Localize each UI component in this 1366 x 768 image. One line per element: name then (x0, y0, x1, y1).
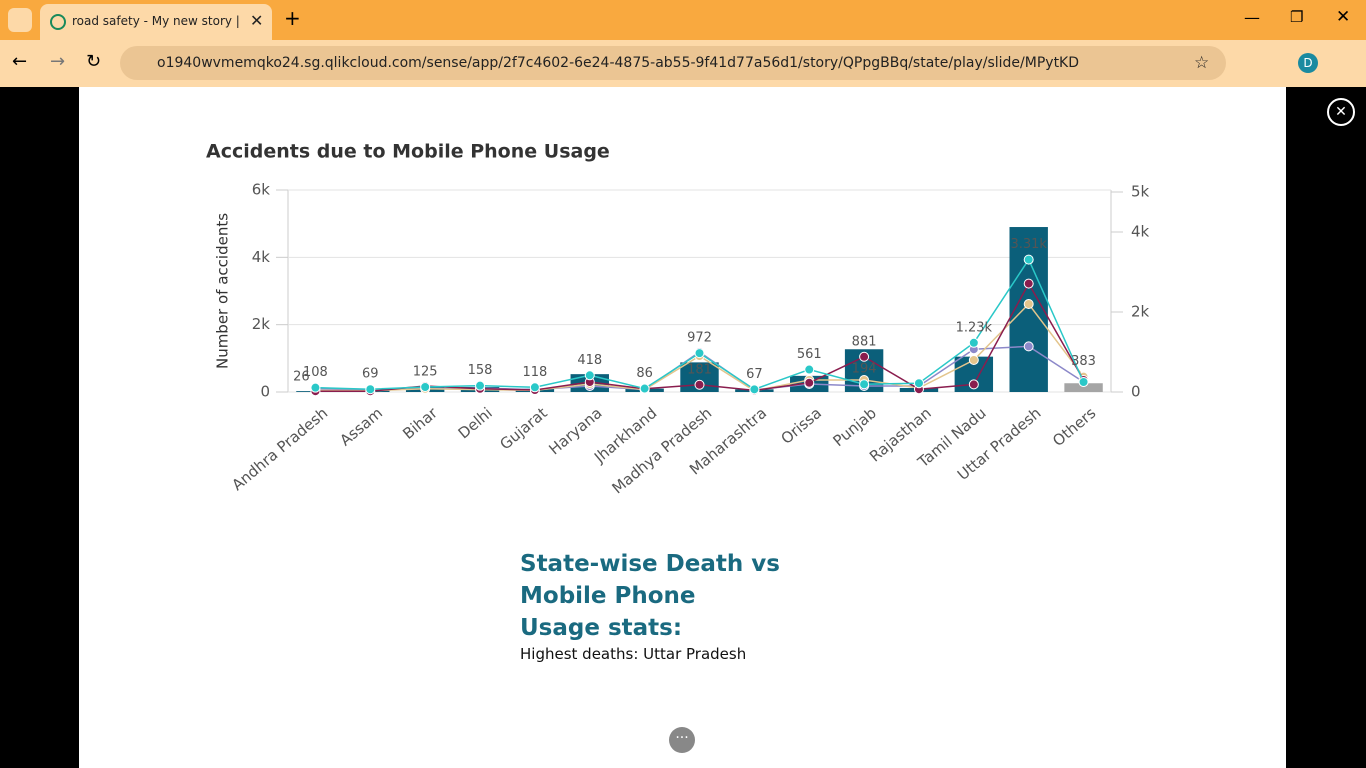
exit-button[interactable]: ✕ (1327, 98, 1355, 126)
tab-close[interactable]: ✕ (250, 11, 264, 30)
line-point (1023, 299, 1034, 309)
line-point (420, 382, 431, 392)
line-point (859, 379, 870, 390)
data-label: 972 (687, 331, 712, 346)
bar (1009, 227, 1048, 392)
data-label: 125 (413, 365, 438, 380)
y-tick-label: 6k (252, 181, 271, 199)
x-tick-label: Punjab (829, 404, 879, 450)
line-point (804, 364, 815, 375)
bookmark-star[interactable]: ☆ (1194, 53, 1210, 73)
line-point (804, 377, 815, 388)
line-point (475, 380, 486, 391)
new-tab[interactable]: + (284, 6, 301, 30)
y2-tick-label: 0 (1131, 383, 1141, 401)
close-window[interactable]: ✕ (1336, 7, 1351, 27)
data-label: 194 (852, 362, 877, 377)
data-label: 86 (636, 366, 653, 381)
line-point (1078, 377, 1089, 387)
y-tick-label: 4k (252, 248, 271, 266)
url: o1940wvmemqko24.sg.qlikcloud.com/sense/a… (157, 55, 1080, 71)
data-label: 158 (468, 363, 493, 378)
line-point (749, 384, 760, 395)
data-label: 26 (293, 370, 310, 385)
x-tick-label: Bihar (399, 403, 441, 443)
line-point (859, 351, 870, 362)
line-point (968, 379, 979, 390)
x-tick-label: Madhya Pradesh (609, 404, 716, 498)
y2-tick-label: 2k (1131, 303, 1150, 321)
line-point (1023, 254, 1034, 265)
tab-icon (50, 14, 66, 30)
minimize[interactable]: — (1244, 8, 1260, 27)
data-label: 3.31k (1010, 237, 1047, 252)
y-tick-label: 0 (260, 383, 270, 401)
line-point (1023, 341, 1034, 352)
tab[interactable]: road safety - My new story | Sto ✕ (40, 4, 272, 40)
line-point (1023, 278, 1034, 289)
restore[interactable]: ❐ (1290, 8, 1304, 26)
y2-tick-label: 5k (1131, 183, 1150, 201)
x-tick-label: Others (1049, 404, 1099, 450)
line-point (913, 378, 924, 389)
tab-list-button[interactable] (8, 8, 32, 32)
x-tick-label: Orissa (777, 404, 825, 448)
data-label: 881 (852, 334, 877, 349)
chart-title: Accidents due to Mobile Phone Usage (206, 141, 610, 163)
toolbar: ← → ↻ o1940wvmemqko24.sg.qlikcloud.com/s… (0, 40, 1366, 87)
forward[interactable]: → (50, 51, 66, 72)
line-point (968, 337, 979, 348)
bar (1064, 383, 1103, 392)
data-label: 561 (797, 347, 822, 362)
heading: State-wise Death vs Mobile Phone Usage s… (520, 551, 780, 641)
line-point (639, 383, 650, 394)
reload[interactable]: ↻ (86, 51, 102, 72)
data-label: 118 (522, 365, 547, 380)
back[interactable]: ← (12, 51, 28, 72)
data-label: 181 (687, 362, 712, 377)
y2-tick-label: 4k (1131, 223, 1150, 241)
data-label: 69 (362, 367, 379, 382)
y-tick-label: 2k (252, 315, 271, 333)
data-label: 108 (303, 365, 328, 380)
line-point (365, 384, 376, 395)
address-bar[interactable]: o1940wvmemqko24.sg.qlikcloud.com/sense/a… (120, 46, 1226, 80)
data-label: 418 (577, 353, 602, 368)
line-point (584, 370, 595, 381)
data-label: 383 (1071, 354, 1096, 369)
line-point (310, 382, 321, 393)
tab-bar: road safety - My new story | Sto ✕ + — ❐… (0, 0, 1366, 40)
line-point (529, 382, 540, 393)
x-tick-label: Assam (336, 404, 386, 450)
data-label: 67 (746, 367, 763, 382)
line-point (694, 379, 705, 390)
tab-title: road safety - My new story | Sto (72, 14, 242, 28)
data-label: 1.23k (956, 320, 993, 335)
line-point (968, 355, 979, 365)
more-button[interactable]: ··· (669, 727, 695, 753)
x-tick-label: Gujarat (496, 404, 550, 454)
x-tick-label: Andhra Pradesh (228, 404, 331, 494)
profile[interactable]: D (1298, 53, 1318, 73)
line-point (694, 348, 705, 359)
y-axis-label: Number of accidents (214, 213, 232, 369)
slide (79, 87, 1286, 768)
x-tick-label: Delhi (455, 404, 496, 443)
body-text: Highest deaths: Uttar Pradesh (520, 645, 747, 663)
